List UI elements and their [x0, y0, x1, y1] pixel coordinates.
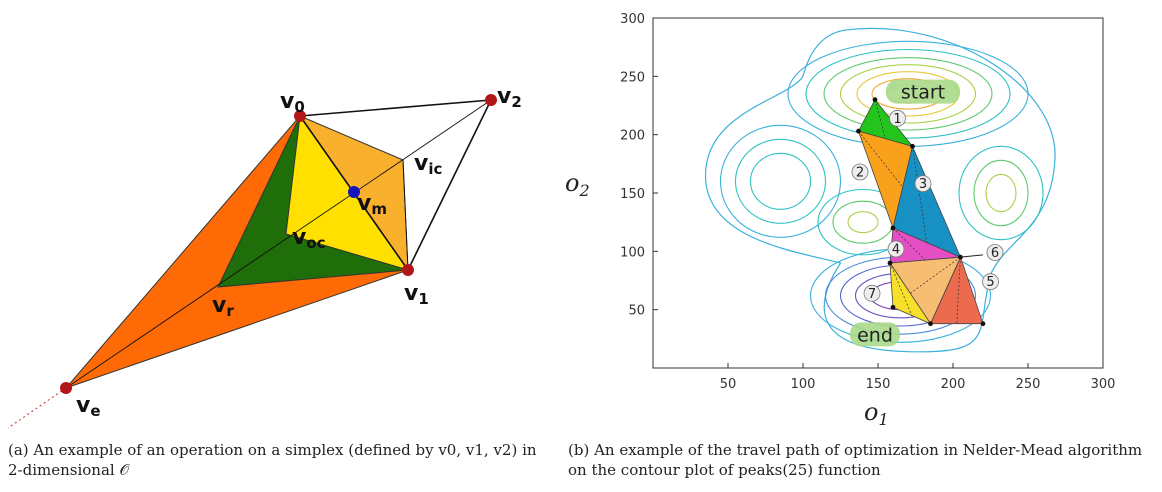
path-annotations: start end 1 2 3 4 5 6 7: [850, 79, 1004, 347]
plot-frame: [652, 17, 1104, 369]
step-label-2: 2: [856, 166, 864, 181]
step-marker-2: [851, 163, 869, 181]
contour-peak-ring: [823, 57, 993, 131]
contour-right-ring: [973, 159, 1029, 227]
vertex-v1: [402, 264, 414, 276]
y-tick-label: 100: [620, 245, 645, 260]
x-axis-label: o1: [864, 398, 889, 429]
x-tick-label: 150: [866, 377, 891, 392]
path-vertex-point: [887, 260, 893, 266]
step-6-leader: [960, 254, 984, 258]
simplex-shapes: [64, 114, 410, 390]
label-vr: vr: [212, 293, 234, 320]
path-vertex-point: [980, 321, 986, 327]
edge-v0-v2: [299, 99, 492, 117]
y-tick-label: 50: [628, 304, 645, 319]
contour-left-ring: [719, 124, 842, 238]
vertex-v0: [294, 110, 306, 122]
step-marker-1: [889, 109, 906, 127]
y-tick-label: 300: [620, 12, 645, 27]
step-label-6: 6: [991, 246, 999, 261]
x-tick-label: 250: [1016, 377, 1041, 392]
contour-outer: [704, 27, 1056, 353]
step-label-3: 3: [919, 177, 927, 192]
path-vertex-point: [872, 97, 878, 103]
x-tick-label: 300: [1091, 377, 1116, 392]
path-vertex-point: [928, 321, 933, 327]
y-tick-label: 150: [620, 187, 645, 202]
x-tick-label: 50: [720, 377, 737, 392]
contour-left-ring: [749, 152, 812, 210]
step-label-4: 4: [892, 243, 900, 258]
step-marker-3: [914, 175, 932, 193]
simplex-median-step-1: [874, 99, 886, 139]
contour-mid-ring: [832, 200, 894, 244]
label-v0: v0: [280, 89, 305, 116]
plot-border: [652, 17, 1104, 369]
badge-start-label: start: [901, 82, 945, 104]
simplex-median-step-4: [892, 227, 926, 261]
simplex-median-step-5: [956, 257, 961, 324]
simplex-median-step-3: [912, 146, 928, 243]
label-ve: ve: [76, 393, 101, 420]
edge-v2-v1: [407, 99, 492, 271]
y-tick-label: 200: [620, 129, 645, 144]
label-voc: voc: [292, 225, 326, 252]
vertex-ve: [60, 382, 72, 394]
x-tick-label: 200: [941, 377, 966, 392]
label-vic: vic: [414, 151, 442, 178]
reflection-axis: [65, 99, 492, 389]
label-v1: v1: [404, 281, 429, 308]
caption-b: (b) An example of the travel path of opt…: [568, 441, 1143, 479]
y-axis-label: o2: [565, 169, 590, 200]
extension-dotted: [7, 387, 67, 429]
nelder-mead-contour-plot: 50 100 150 200 250 300 50 100 150 200 250 300 start…: [565, 12, 1115, 429]
vic-to-v1: [402, 159, 409, 271]
path-vertex-point: [910, 143, 915, 149]
contour-right-ring: [958, 145, 1044, 241]
path-vertex-point: [890, 304, 896, 310]
contour-right-ring: [985, 173, 1017, 213]
contour-mid-ring: [847, 211, 879, 234]
badge-end-bg: [850, 322, 900, 347]
contour-peak-ring: [805, 48, 1011, 139]
centroid-vm: [348, 186, 360, 198]
y-tick-label: 250: [620, 70, 645, 85]
simplex-path: [856, 97, 986, 327]
v0-to-vm: [299, 115, 355, 194]
simplex-median-step-7: [889, 262, 913, 316]
step-marker-5: [982, 273, 999, 291]
step-marker-6: [986, 244, 1004, 261]
label-vm: vm: [357, 191, 387, 218]
label-v2: v2: [497, 84, 522, 111]
path-vertex-point: [856, 128, 861, 134]
x-tick-label: 100: [791, 377, 816, 392]
step-label-7: 7: [868, 287, 876, 302]
step-label-1: 1: [893, 112, 901, 127]
contour-left-ring: [734, 138, 827, 224]
vertex-v2: [485, 94, 497, 106]
step-label-5: 5: [986, 275, 994, 290]
path-vertex-point: [890, 225, 896, 231]
step-marker-7: [863, 284, 881, 302]
contour-peak-ring: [839, 64, 977, 124]
badge-end-label: end: [857, 324, 893, 346]
caption-a: (a) An example of an operation on a simp…: [8, 441, 537, 479]
simplex-operation-diagram: v0 v2 v1 ve vr vm vic voc: [7, 84, 522, 429]
axis-ticks: 50 100 150 200 250 300 50 100 150 200 250 300: [620, 12, 1115, 392]
step-marker-4: [887, 240, 905, 258]
badge-start-bg: [886, 79, 960, 104]
